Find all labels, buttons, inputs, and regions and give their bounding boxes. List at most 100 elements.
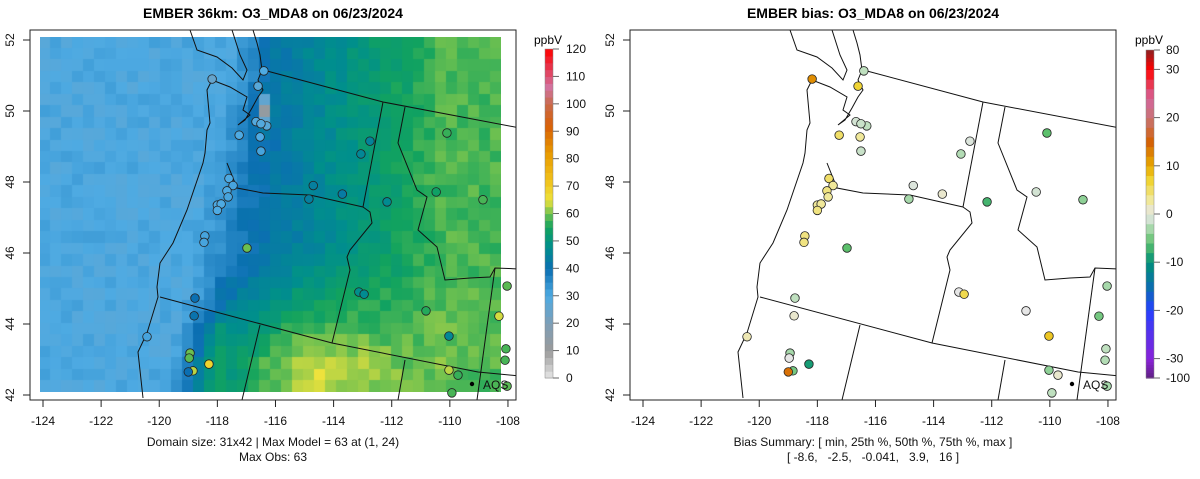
station-marker [1044,365,1054,375]
colorbar-tick-label: 110 [566,69,585,83]
model-ozone-raster [40,37,501,392]
colorbar-swatch [545,213,553,221]
station-marker [1047,388,1057,398]
colorbar-swatch [545,83,553,91]
colorbar-swatch [545,371,553,379]
colorbar-swatch [1146,271,1154,283]
station-marker [783,367,794,377]
station-marker [1021,306,1031,316]
colorbar-swatch [545,316,553,324]
colorbar-swatch [1146,281,1154,292]
colorbar-tick-label: 20 [566,316,580,330]
colorbar-swatch [545,261,553,269]
colorbar-swatch [1146,310,1154,321]
colorbar-swatch [545,144,553,153]
station-marker [790,293,800,303]
colorbar-tick-label: 80 [566,152,580,166]
colorbar-tick-label: 120 [566,42,586,56]
station-marker [828,180,838,191]
colorbar-swatch [545,254,553,263]
x-tick-label: -114 [322,414,345,428]
station-marker [502,281,512,291]
x-tick-label: -110 [438,414,461,428]
station-marker [501,344,511,354]
boundary-line [241,324,261,400]
axes: -124 -122 -120 -118 -116 -114 -112 -110 -108 42 44… [3,29,1120,428]
station-marker [359,289,369,299]
colorbar-swatch [1146,79,1154,90]
colorbar-swatch [1146,136,1154,148]
colorbar-swatch [545,282,553,290]
station-marker [337,189,348,199]
colorbar-swatch [545,206,553,215]
colorbar-swatch [545,309,553,317]
boundary-line [189,30,248,81]
station-marker [447,388,457,398]
station-marker [1100,355,1110,365]
station-marker [1094,311,1104,321]
boundary-line [159,296,516,377]
colorbar-swatch [1146,127,1154,138]
station-marker [184,353,194,363]
colorbar-swatch [1146,204,1154,215]
colorbar-swatch [1146,57,1154,62]
colorbar-tick-label: 50 [566,234,580,248]
colorbar-swatch [545,192,553,201]
station-marker [255,132,265,142]
right-map-overlay: AQS [737,30,1116,400]
station-marker [212,205,223,216]
colorbar-swatch [545,151,553,160]
colorbar-tick-label: 30 [1166,62,1180,76]
station-marker [842,243,852,253]
colorbar-swatch [1146,367,1154,371]
station-marker [204,359,214,369]
boundary-line [759,296,1116,377]
colorbar-swatch [545,220,553,228]
colorbar-tick-label: 80 [1166,43,1180,57]
x-tick-label: -116 [264,414,287,428]
y-tick-label: 44 [603,317,617,331]
colorbars: 1201101009080706050403020100803020100-10… [544,42,1190,385]
colorbar-swatch [1146,233,1154,244]
colorbar-swatch [545,69,553,78]
x-tick-label: -114 [922,414,945,428]
colorbar-swatch [1146,364,1154,368]
colorbar-swatch [545,336,553,345]
right-caption-bias-values: [ -8.6, -2.5, -0.041, 3.9, 16 ] [786,450,960,464]
colorbar-swatch [545,49,553,57]
station-marker [784,353,794,363]
colorbar-swatch [545,103,553,112]
colorbar-swatch [1146,53,1154,59]
boundary-line [737,30,864,399]
colorbar-swatch [545,76,553,84]
plot-frame [629,29,1117,401]
station-marker [1053,370,1063,380]
station-marker [256,119,266,129]
colorbar-swatch [1146,372,1154,376]
colorbar-swatch [545,288,553,297]
colorbar-swatch [545,302,553,311]
y-tick-label: 48 [603,175,617,189]
colorbar-swatch [545,295,553,304]
boundary-line [362,101,384,208]
station-marker [256,146,266,156]
boundary-line [931,206,973,344]
colorbar-swatch [1146,194,1154,205]
station-marker [224,173,234,184]
y-tick-label: 50 [3,104,17,118]
station-marker [421,306,431,316]
colorbar-swatch [545,158,553,167]
station-marker [234,130,244,140]
colorbar-swatch [545,55,553,64]
station-marker [142,332,152,342]
colorbar-swatch [1146,98,1154,109]
boundary-line [789,30,848,81]
station-marker [253,81,263,91]
station-marker [853,81,863,91]
colorbar-swatch [1146,156,1154,167]
colorbar-tick-label: 70 [566,179,580,193]
station-marker [1101,344,1111,354]
colorbar-swatch [1146,65,1154,70]
x-tick-label: -122 [689,414,713,428]
colorbar-tick-label: 60 [566,207,580,221]
